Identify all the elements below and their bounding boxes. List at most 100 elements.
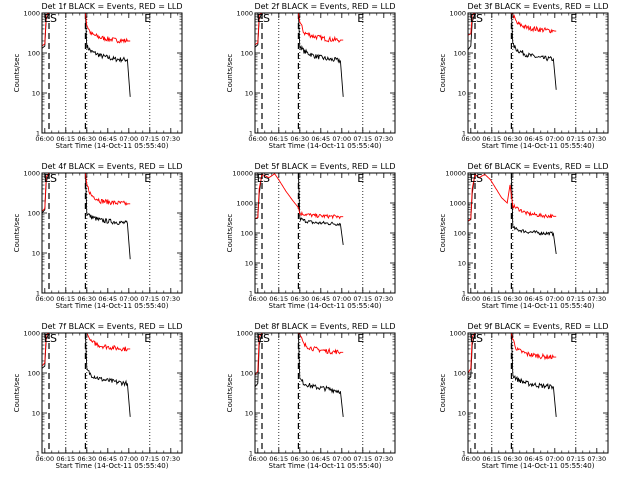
y-axis-label: Counts/sec bbox=[226, 374, 234, 413]
x-tick-label: 07:00 bbox=[332, 455, 351, 463]
event-start-marker: E bbox=[257, 172, 264, 185]
plot-frame bbox=[41, 332, 183, 454]
chart-panel-7: Det 7f BLACK = Events, RED = LLD 1 10 100 10… bbox=[13, 322, 183, 470]
x-tick-label: 06:15 bbox=[269, 295, 288, 303]
event-start-marker: E bbox=[44, 172, 51, 185]
y-tick-label: 10 bbox=[458, 90, 466, 98]
y-tick-label: 1000 bbox=[449, 10, 466, 18]
x-tick-label: 06:45 bbox=[311, 295, 330, 303]
x-tick-label: 06:00 bbox=[461, 135, 480, 143]
x-tick-label: 06:45 bbox=[98, 135, 117, 143]
y-tick-label: 100 bbox=[241, 370, 253, 378]
series-line-events bbox=[467, 332, 557, 417]
x-tick-label: 06:30 bbox=[290, 135, 309, 143]
chart-title: Det 3f BLACK = Events, RED = LLD bbox=[467, 2, 608, 11]
series-line-lld bbox=[254, 173, 344, 220]
y-tick-label: 1 bbox=[36, 450, 40, 458]
x-tick-label: 06:15 bbox=[56, 295, 75, 303]
x-tick-label: 06:00 bbox=[461, 455, 480, 463]
y-tick-label: 1 bbox=[462, 450, 466, 458]
y-tick-label: 1 bbox=[36, 290, 40, 298]
y-axis-label: Counts/sec bbox=[13, 214, 21, 253]
x-axis-label: Start Time (14-Oct-11 05:55:40) bbox=[269, 302, 382, 310]
y-axis-label: Counts/sec bbox=[439, 374, 447, 413]
x-tick-label: 06:30 bbox=[503, 455, 522, 463]
y-axis-label: Counts/sec bbox=[439, 54, 447, 93]
y-tick-label: 10 bbox=[458, 410, 466, 418]
event-end-marker: E bbox=[570, 332, 577, 345]
x-tick-label: 06:15 bbox=[482, 135, 501, 143]
x-tick-label: 07:00 bbox=[332, 135, 351, 143]
y-tick-label: 1 bbox=[462, 130, 466, 138]
event-start-marker: E bbox=[470, 332, 477, 345]
x-tick-label: 07:15 bbox=[353, 295, 372, 303]
event-start-marker: E bbox=[470, 12, 477, 25]
x-tick-label: 06:00 bbox=[248, 295, 267, 303]
x-tick-label: 07:15 bbox=[140, 295, 159, 303]
start-marker: S bbox=[476, 12, 483, 25]
plot-frame bbox=[467, 12, 609, 134]
x-tick-label: 06:45 bbox=[524, 135, 543, 143]
y-axis-label: Counts/sec bbox=[226, 54, 234, 93]
x-tick-label: 07:15 bbox=[566, 295, 585, 303]
start-marker: S bbox=[263, 332, 270, 345]
x-tick-label: 06:00 bbox=[35, 295, 54, 303]
y-tick-label: 1000 bbox=[236, 10, 253, 18]
x-tick-label: 06:30 bbox=[77, 135, 96, 143]
y-tick-label: 10 bbox=[245, 260, 253, 268]
x-tick-label: 06:00 bbox=[35, 135, 54, 143]
x-tick-label: 06:00 bbox=[35, 455, 54, 463]
x-tick-label: 06:00 bbox=[461, 295, 480, 303]
chart-title: Det 6f BLACK = Events, RED = LLD bbox=[467, 162, 608, 171]
x-tick-label: 07:30 bbox=[587, 135, 606, 143]
x-tick-label: 06:00 bbox=[248, 455, 267, 463]
chart-title: Det 7f BLACK = Events, RED = LLD bbox=[41, 322, 182, 331]
x-tick-label: 07:15 bbox=[353, 455, 372, 463]
y-tick-label: 100 bbox=[28, 210, 40, 218]
x-tick-label: 06:00 bbox=[248, 135, 267, 143]
chart-title: Det 9f BLACK = Events, RED = LLD bbox=[467, 322, 608, 331]
y-tick-label: 1 bbox=[462, 290, 466, 298]
x-tick-label: 06:45 bbox=[524, 295, 543, 303]
chart-panel-8: Det 8f BLACK = Events, RED = LLD 1 10 100 10… bbox=[226, 322, 396, 470]
y-tick-label: 10000 bbox=[445, 170, 466, 178]
plot-frame bbox=[467, 332, 609, 454]
event-start-marker: E bbox=[44, 12, 51, 25]
event-end-marker: E bbox=[144, 12, 151, 25]
y-tick-label: 10000 bbox=[232, 170, 253, 178]
series-line-events bbox=[41, 172, 131, 260]
y-tick-label: 100 bbox=[28, 370, 40, 378]
series-line-events bbox=[467, 172, 557, 255]
x-tick-label: 07:30 bbox=[587, 295, 606, 303]
x-tick-label: 07:30 bbox=[161, 135, 180, 143]
x-tick-label: 07:15 bbox=[140, 455, 159, 463]
x-tick-label: 06:15 bbox=[56, 455, 75, 463]
y-axis-label: Counts/sec bbox=[13, 54, 21, 93]
x-tick-label: 07:00 bbox=[119, 135, 138, 143]
event-end-marker: E bbox=[357, 172, 364, 185]
x-tick-label: 07:30 bbox=[161, 455, 180, 463]
y-tick-label: 10 bbox=[245, 410, 253, 418]
y-tick-label: 1 bbox=[36, 130, 40, 138]
chart-panel-9: Det 9f BLACK = Events, RED = LLD 1 10 100 10… bbox=[439, 322, 609, 470]
y-tick-label: 10 bbox=[245, 90, 253, 98]
plot-frame bbox=[254, 332, 396, 454]
y-tick-label: 1000 bbox=[23, 170, 40, 178]
x-tick-label: 07:15 bbox=[140, 135, 159, 143]
plot-frame bbox=[41, 12, 183, 134]
x-tick-label: 06:45 bbox=[98, 295, 117, 303]
x-axis-label: Start Time (14-Oct-11 05:55:40) bbox=[56, 142, 169, 150]
x-tick-label: 06:15 bbox=[269, 135, 288, 143]
start-marker: S bbox=[476, 332, 483, 345]
x-tick-label: 07:00 bbox=[545, 455, 564, 463]
y-tick-label: 100 bbox=[454, 50, 466, 58]
x-axis-label: Start Time (14-Oct-11 05:55:40) bbox=[482, 462, 595, 470]
x-tick-label: 06:15 bbox=[482, 455, 501, 463]
y-tick-label: 1000 bbox=[23, 10, 40, 18]
x-axis-label: Start Time (14-Oct-11 05:55:40) bbox=[482, 302, 595, 310]
start-marker: S bbox=[476, 172, 483, 185]
x-tick-label: 06:45 bbox=[524, 455, 543, 463]
x-tick-label: 07:15 bbox=[566, 135, 585, 143]
chart-title: Det 1f BLACK = Events, RED = LLD bbox=[41, 2, 182, 11]
